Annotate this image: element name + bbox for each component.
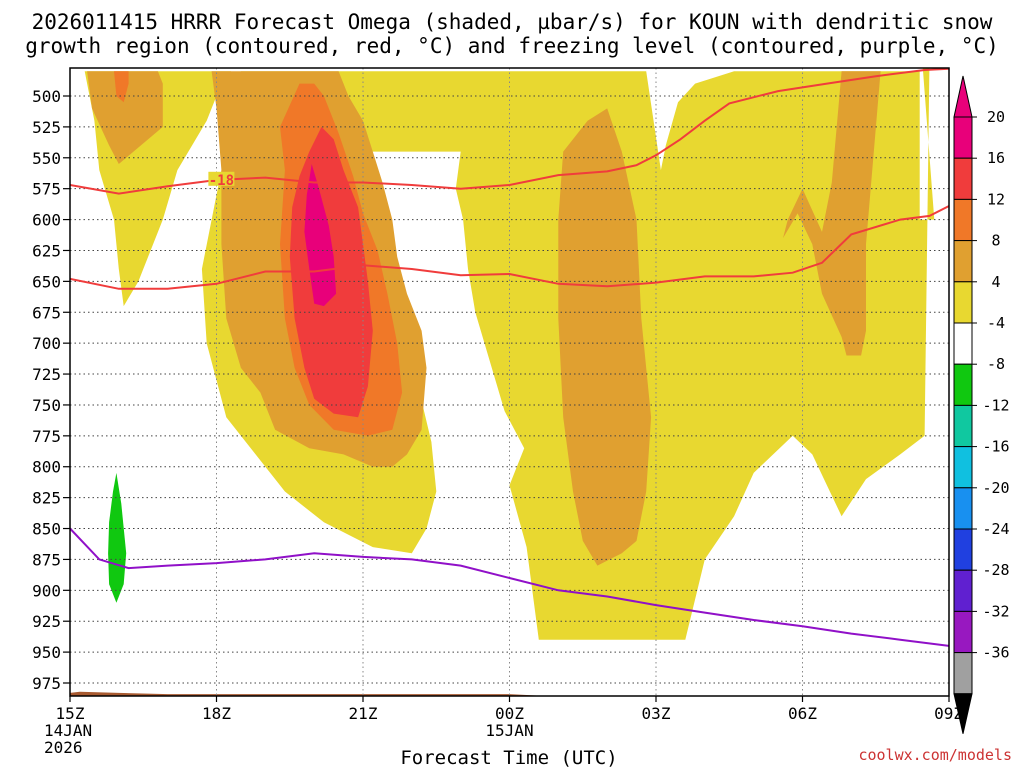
y-tick-label-675: 675 — [32, 303, 61, 322]
y-tick-label-500: 500 — [32, 87, 61, 106]
x-axis-label: Forecast Time (UTC) — [400, 747, 617, 768]
y-tick-label-575: 575 — [32, 180, 61, 199]
dendritic-contour-1 — [70, 205, 949, 290]
colorbar-bin--24 — [953, 528, 973, 571]
colorbar-label-20: 20 — [987, 108, 1005, 126]
colorbar-label--12: -12 — [982, 396, 1009, 414]
dendritic-contour-0 — [70, 68, 949, 195]
y-axis-ticks: 500 525 550 575 600 625 650 675 700 725 750 775 800 8… — [32, 87, 70, 693]
credit-text: coolwx.com/models — [858, 746, 1012, 764]
colorbar-label--4: -4 — [987, 314, 1005, 332]
omega-region-4 — [558, 108, 652, 566]
contour-label-0: -18 — [209, 173, 234, 189]
colorbar-bin-4 — [953, 281, 973, 324]
y-tick-label-950: 950 — [32, 643, 61, 662]
x-tick-label: 14JAN — [44, 721, 92, 740]
y-tick-label-900: 900 — [32, 581, 61, 600]
colorbar-bin--36 — [953, 652, 973, 695]
colorbar-bin--32 — [953, 610, 973, 654]
terrain-band — [70, 691, 949, 696]
omega-region-10 — [108, 472, 127, 603]
colorbar-label--16: -16 — [982, 438, 1009, 456]
omega-shading — [84, 68, 935, 640]
y-tick-label-725: 725 — [32, 365, 61, 384]
colorbar-label-8: 8 — [991, 232, 1000, 250]
y-tick-label-525: 525 — [32, 118, 61, 137]
colorbar-label-4: 4 — [991, 273, 1000, 291]
colorbar-bin--12 — [953, 404, 973, 448]
colorbar-label--20: -20 — [982, 479, 1009, 497]
colorbar-label-12: 12 — [987, 190, 1005, 208]
colorbar-bin-12 — [953, 198, 973, 242]
y-tick-label-825: 825 — [32, 489, 61, 508]
colorbar-min-arrow — [953, 693, 973, 734]
colorbar-bin--28 — [953, 569, 973, 612]
omega-region-2 — [87, 71, 163, 164]
omega-region-6 — [114, 71, 129, 103]
colorbar-bin--16 — [953, 446, 973, 489]
colorbar-bin-16 — [953, 157, 973, 200]
y-tick-label-775: 775 — [32, 427, 61, 446]
colorbar-label--36: -36 — [982, 644, 1009, 662]
colorbar: 20 16 12 8 4 -4 -8 -12 -16 -20 -24 -28 -32 -36 — [953, 75, 1010, 734]
y-tick-label-550: 550 — [32, 149, 61, 168]
omega-region-5 — [783, 71, 881, 356]
x-tick-label: 2026 — [44, 738, 83, 757]
y-tick-label-600: 600 — [32, 211, 61, 230]
x-tick-label: 18Z — [202, 704, 231, 723]
x-tick-label: 00Z — [495, 704, 524, 723]
y-tick-label-625: 625 — [32, 241, 61, 260]
colorbar-bin-8 — [953, 240, 973, 283]
x-tick-label: 15JAN — [485, 721, 533, 740]
terrain-fill — [70, 691, 949, 696]
x-tick-label: 21Z — [349, 704, 378, 723]
freezing-level-contour — [70, 527, 949, 647]
colorbar-label-16: 16 — [987, 149, 1005, 167]
x-tick-label: 09Z — [934, 704, 963, 723]
x-tick-label: 15Z — [56, 704, 85, 723]
colorbar-bin--4 — [953, 322, 973, 365]
y-tick-label-850: 850 — [32, 520, 61, 539]
y-tick-label-750: 750 — [32, 396, 61, 415]
temperature-contours: -18 — [70, 68, 949, 647]
x-tick-label: 06Z — [788, 704, 817, 723]
y-tick-label-700: 700 — [32, 334, 61, 353]
colorbar-label--28: -28 — [982, 561, 1009, 579]
title-line-2: growth region (contoured, red, °C) and f… — [25, 34, 999, 58]
colorbar-label--24: -24 — [982, 520, 1009, 538]
x-tick-label: 03Z — [642, 704, 671, 723]
colorbar-bin--20 — [953, 487, 973, 530]
colorbar-bin-20 — [953, 116, 973, 159]
y-tick-label-975: 975 — [32, 674, 61, 693]
colorbar-label--32: -32 — [982, 602, 1009, 620]
y-tick-label-875: 875 — [32, 550, 61, 569]
colorbar-max-arrow — [953, 75, 973, 118]
y-tick-label-650: 650 — [32, 272, 61, 291]
contour-label-bg — [208, 171, 235, 186]
y-tick-label-800: 800 — [32, 458, 61, 477]
y-tick-label-925: 925 — [32, 612, 61, 631]
colorbar-bin--8 — [953, 363, 973, 406]
colorbar-label--8: -8 — [987, 355, 1005, 373]
title-line-1: 2026011415 HRRR Forecast Omega (shaded, … — [32, 10, 993, 34]
